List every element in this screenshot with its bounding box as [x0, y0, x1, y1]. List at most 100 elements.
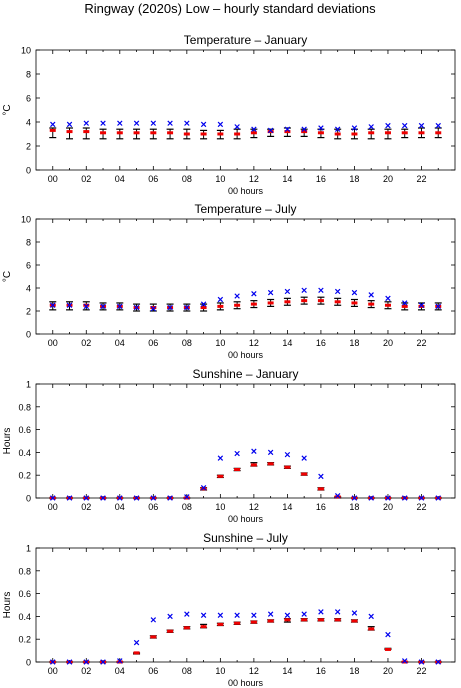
x-tick-label: 12 [249, 502, 259, 512]
blue-cross [167, 613, 173, 620]
panel-sunshine-july: Sunshine – July 0 0.2 0.4 0.6 0.8 1 00 02 04 06 08 1… [2, 531, 456, 688]
red-marker [150, 635, 157, 639]
blue-cross [200, 485, 207, 491]
blue-cross [117, 120, 123, 126]
blue-cross [368, 124, 374, 130]
x-tick-label: 16 [316, 502, 326, 512]
blue-cross [66, 659, 73, 665]
x-tick-label: 02 [81, 338, 91, 348]
x-tick-label: 00 [48, 666, 58, 676]
blue-cross [435, 659, 441, 665]
y-tick-label: 4 [26, 118, 31, 128]
blue-cross [251, 612, 257, 618]
blue-cross [251, 126, 257, 132]
x-tick-label: 00 [48, 174, 58, 184]
blue-cross [334, 609, 341, 615]
x-axis-label: 00 hours [228, 514, 264, 524]
x-tick-label: 18 [349, 174, 359, 184]
x-tick-label: 22 [416, 174, 426, 184]
red-marker [284, 130, 291, 134]
panel-sunshine-january: Sunshine – January 0 0.2 0.4 0.6 0.8 1 00 02 04 06… [2, 367, 456, 524]
blue-cross [351, 289, 358, 296]
blue-cross [66, 121, 73, 128]
y-tick-label: 4 [26, 284, 31, 294]
blue-cross [267, 289, 274, 296]
red-marker [200, 132, 207, 136]
red-marker [217, 132, 224, 136]
blue-cross [200, 121, 207, 128]
y-tick-label: 2 [26, 142, 31, 152]
blue-cross [83, 120, 90, 126]
red-marker [133, 131, 140, 135]
blue-cross [385, 631, 391, 638]
blue-cross [133, 304, 140, 311]
blue-cross [234, 612, 240, 618]
blue-cross [117, 303, 123, 310]
y-tick-label: 6 [26, 261, 31, 271]
x-tick-label: 22 [416, 502, 426, 512]
red-marker [301, 130, 308, 134]
y-axis-label: Hours [2, 428, 13, 455]
red-marker [384, 303, 391, 307]
red-marker [217, 474, 224, 478]
x-tick-label: 14 [282, 502, 292, 512]
red-marker [116, 660, 123, 664]
y-axis-label: Hours [2, 592, 13, 619]
blue-cross [83, 659, 90, 665]
x-tick-label: 14 [282, 338, 292, 348]
x-tick-label: 18 [349, 666, 359, 676]
x-tick-label: 06 [148, 174, 158, 184]
axes-frame [35, 49, 456, 171]
blue-cross [50, 495, 56, 501]
red-marker [317, 618, 324, 622]
x-tick-label: 22 [416, 666, 426, 676]
y-tick-label: 0 [26, 166, 31, 176]
y-tick-label: 1 [26, 380, 31, 390]
x-tick-label: 12 [249, 666, 259, 676]
blue-cross [401, 495, 408, 501]
blue-cross [267, 611, 274, 617]
blue-cross [301, 611, 307, 617]
x-tick-label: 16 [316, 174, 326, 184]
blue-cross [351, 610, 358, 616]
y-tick-label: 0.8 [18, 402, 31, 412]
red-marker [200, 625, 207, 629]
red-marker [267, 619, 274, 623]
red-marker [83, 130, 90, 134]
y-tick-label: 0.8 [18, 566, 31, 576]
blue-cross [318, 287, 324, 294]
red-marker [234, 132, 241, 136]
red-marker [334, 495, 341, 499]
blue-cross [284, 451, 291, 458]
red-marker [418, 304, 425, 308]
red-marker [301, 472, 308, 476]
x-tick-label: 14 [282, 174, 292, 184]
x-tick-label: 22 [416, 338, 426, 348]
x-tick-label: 14 [282, 666, 292, 676]
red-marker [284, 300, 291, 304]
blue-cross [184, 304, 190, 311]
figure-title: Ringway (2020s) Low – hourly standard de… [84, 1, 376, 16]
red-marker [401, 304, 408, 308]
x-tick-label: 10 [215, 174, 225, 184]
blue-cross [167, 120, 173, 126]
axes-frame [35, 218, 456, 335]
red-marker [200, 487, 207, 491]
blue-cross [150, 120, 157, 126]
y-tick-label: 0 [26, 494, 31, 504]
red-marker [317, 299, 324, 303]
blue-cross [133, 639, 140, 646]
blue-cross [334, 288, 341, 295]
red-marker [267, 301, 274, 305]
red-marker [167, 629, 174, 633]
blue-cross [301, 287, 307, 294]
blue-cross [217, 296, 224, 303]
red-marker [401, 131, 408, 135]
red-marker [301, 618, 308, 622]
axes-frame [35, 383, 456, 499]
y-tick-label: 2 [26, 307, 31, 317]
x-axis-label: 00 hours [228, 678, 264, 688]
blue-cross [418, 495, 425, 501]
red-marker [234, 621, 241, 625]
